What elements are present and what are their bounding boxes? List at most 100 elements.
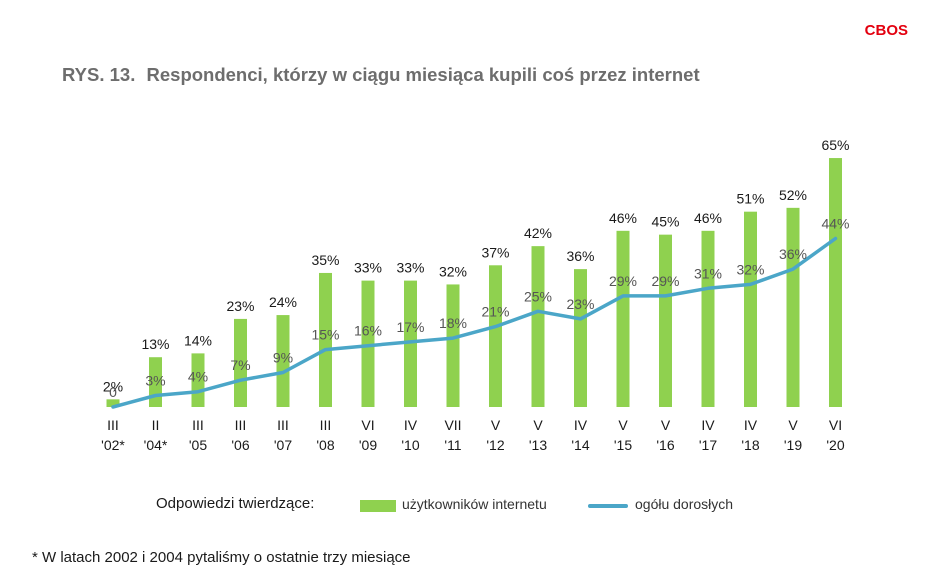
line-value-label: 25% [524, 288, 552, 304]
figure-number: RYS. 13. [62, 64, 136, 85]
bar [404, 280, 417, 407]
line-value-label: 4% [188, 369, 208, 385]
bar-value-label: 14% [184, 332, 212, 348]
bar [574, 269, 587, 407]
line-value-label: 31% [694, 265, 722, 281]
line-value-label: 7% [230, 357, 250, 373]
chart-title: RYS. 13. Respondenci, którzy w ciągu mie… [62, 64, 700, 86]
line-value-label: 29% [651, 273, 679, 289]
x-tick-year: '02* [101, 437, 125, 453]
line-value-label: 18% [439, 315, 467, 331]
x-tick-year: '09 [359, 437, 377, 453]
x-tick-year: '10 [401, 437, 419, 453]
x-tick-month: IV [404, 417, 418, 433]
bar-value-label: 36% [566, 248, 594, 264]
x-tick-month: III [320, 417, 332, 433]
bar-value-label: 46% [609, 210, 637, 226]
x-tick-year: '13 [529, 437, 547, 453]
bar-value-label: 46% [694, 210, 722, 226]
bar [106, 399, 120, 407]
bar-value-label: 52% [779, 187, 807, 203]
x-tick-year: '16 [656, 437, 674, 453]
bar [829, 158, 842, 407]
bar [701, 230, 715, 407]
line-value-label: 16% [354, 323, 382, 339]
line-value-label: 9% [273, 350, 293, 366]
x-tick-year: '20 [826, 437, 844, 453]
bar-value-label: 24% [269, 294, 297, 310]
legend-prefix: Odpowiedzi twierdzące: [156, 495, 315, 512]
x-tick-year: '18 [741, 437, 759, 453]
x-tick-month: III [107, 417, 119, 433]
x-tick-month: V [788, 417, 798, 433]
bar [489, 265, 502, 407]
legend-line-label: ogółu dorosłych [635, 496, 734, 512]
x-tick-month: III [277, 417, 289, 433]
bar-value-label: 45% [651, 214, 679, 230]
x-tick-year: '11 [444, 437, 461, 453]
bar [616, 230, 630, 407]
line-value-label: 44% [821, 215, 849, 231]
bar-value-label: 65% [821, 137, 849, 153]
bar-value-label: 23% [226, 298, 254, 314]
x-tick-month: II [152, 417, 160, 433]
x-tick-month: III [235, 417, 247, 433]
bar-value-label: 37% [481, 244, 509, 260]
legend-line-swatch [588, 504, 628, 508]
x-tick-year: '17 [699, 437, 717, 453]
line-value-label: 17% [396, 319, 424, 335]
bar [319, 272, 332, 407]
line-value-label: 29% [609, 273, 637, 289]
figure-caption: Respondenci, którzy w ciągu miesiąca kup… [146, 64, 700, 85]
bar [786, 207, 800, 407]
x-tick-month: V [491, 417, 501, 433]
line-value-label: 23% [566, 296, 594, 312]
line-value-label: 32% [736, 261, 764, 277]
bar [659, 234, 672, 407]
bar [361, 280, 375, 407]
x-tick-year: '05 [189, 437, 207, 453]
x-tick-month: V [533, 417, 543, 433]
bar [276, 315, 290, 407]
x-tick-year: '06 [231, 437, 249, 453]
x-tick-year: '15 [614, 437, 632, 453]
x-tick-month: V [618, 417, 628, 433]
line-value-label: 15% [311, 327, 339, 343]
x-tick-year: '12 [486, 437, 504, 453]
line-value-label: 21% [481, 304, 509, 320]
x-tick-month: V [661, 417, 671, 433]
bar [531, 246, 545, 407]
x-tick-year: '07 [274, 437, 292, 453]
bar-value-label: 13% [141, 336, 169, 352]
x-tick-month: IV [574, 417, 588, 433]
bar-value-label: 35% [311, 252, 339, 268]
x-tick-month: VI [361, 417, 374, 433]
footnote: * W latach 2002 i 2004 pytaliśmy o ostat… [32, 549, 411, 566]
brand-logo: CBOS [864, 22, 908, 39]
bar-value-label: 32% [439, 263, 467, 279]
x-tick-month: VII [444, 417, 461, 433]
x-tick-year: '14 [571, 437, 589, 453]
x-tick-month: IV [701, 417, 715, 433]
bar-value-label: 33% [396, 260, 424, 276]
bar-value-label: 51% [736, 191, 764, 207]
bar [744, 211, 757, 407]
x-tick-year: '19 [784, 437, 802, 453]
bar-value-label: 33% [354, 260, 382, 276]
bar [446, 284, 460, 407]
bar-value-label: 42% [524, 225, 552, 241]
x-tick-year: '04* [144, 437, 168, 453]
x-tick-month: VI [829, 417, 842, 433]
x-tick-year: '08 [316, 437, 334, 453]
line-value-label: 3% [145, 373, 165, 389]
line-series [111, 236, 838, 409]
x-tick-month: IV [744, 417, 758, 433]
bar [234, 318, 247, 407]
x-tick-month: III [192, 417, 204, 433]
bar-value-label: 2% [103, 378, 123, 394]
line-value-label: 36% [779, 246, 807, 262]
legend-bar-label: użytkowników internetu [402, 496, 547, 512]
line-value-label: 0 [109, 384, 117, 400]
legend-bar-swatch [360, 500, 396, 512]
